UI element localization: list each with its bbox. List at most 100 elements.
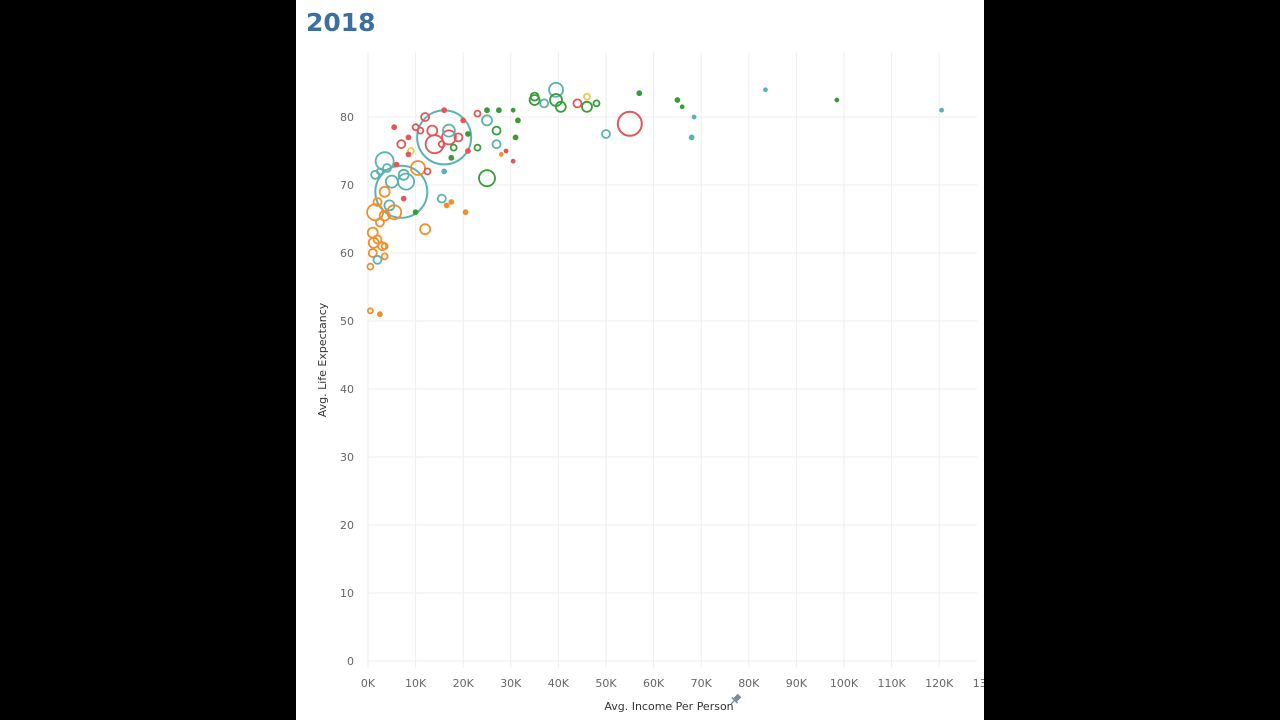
data-point[interactable] xyxy=(419,223,432,236)
data-point[interactable] xyxy=(503,148,509,154)
data-point[interactable] xyxy=(572,98,583,109)
data-point[interactable] xyxy=(393,161,400,168)
x-tick-label: 20K xyxy=(453,677,475,690)
data-point[interactable] xyxy=(367,236,380,249)
data-point[interactable] xyxy=(370,169,381,180)
data-point[interactable] xyxy=(763,87,768,93)
pin-icon[interactable] xyxy=(728,693,742,707)
data-point[interactable] xyxy=(462,209,469,216)
data-point[interactable] xyxy=(528,94,541,106)
data-point[interactable] xyxy=(386,204,403,221)
data-point[interactable] xyxy=(377,311,383,318)
data-point[interactable] xyxy=(423,167,432,176)
data-point[interactable] xyxy=(380,252,389,261)
data-point[interactable] xyxy=(375,217,385,228)
data-point[interactable] xyxy=(495,107,502,114)
data-point[interactable] xyxy=(529,91,540,102)
data-point[interactable] xyxy=(449,143,458,152)
data-point[interactable] xyxy=(424,134,445,155)
data-point[interactable] xyxy=(391,124,398,131)
data-point[interactable] xyxy=(491,125,502,136)
y-tick-label: 0 xyxy=(347,655,354,668)
data-point[interactable] xyxy=(583,92,591,101)
x-axis-ticks: 0K 10K 20K 30K 40K 50K 60K 70K 80K 90K 100K 110K 120… xyxy=(361,677,984,690)
data-point[interactable] xyxy=(377,241,388,252)
data-point[interactable] xyxy=(384,174,399,189)
data-point[interactable] xyxy=(378,209,391,222)
data-point[interactable] xyxy=(460,117,467,124)
x-tick-label: 120K xyxy=(925,677,954,690)
data-point[interactable] xyxy=(442,123,456,138)
data-point[interactable] xyxy=(441,107,448,114)
data-point[interactable] xyxy=(473,109,482,118)
y-tick-label: 60 xyxy=(340,247,354,260)
data-point[interactable] xyxy=(443,202,450,209)
data-point[interactable] xyxy=(441,129,457,146)
data-point[interactable] xyxy=(441,168,448,175)
data-point[interactable] xyxy=(453,132,464,143)
data-point[interactable] xyxy=(691,114,697,120)
data-point[interactable] xyxy=(510,107,516,113)
data-point[interactable] xyxy=(554,100,567,113)
x-tick-label: 60K xyxy=(643,677,665,690)
data-points xyxy=(366,81,944,318)
data-point[interactable] xyxy=(465,131,471,137)
data-point[interactable] xyxy=(436,193,447,204)
data-point[interactable] xyxy=(426,124,439,137)
x-tick-label: 90K xyxy=(786,677,808,690)
data-point[interactable] xyxy=(412,209,419,216)
data-point[interactable] xyxy=(679,104,685,110)
data-point[interactable] xyxy=(397,172,415,191)
data-point[interactable] xyxy=(448,154,455,161)
data-point[interactable] xyxy=(478,169,496,188)
data-point[interactable] xyxy=(548,81,564,98)
data-point[interactable] xyxy=(366,262,375,271)
data-point[interactable] xyxy=(367,248,378,258)
data-point[interactable] xyxy=(448,199,455,205)
data-point[interactable] xyxy=(674,97,681,103)
x-tick-label: 0K xyxy=(361,677,376,690)
data-point[interactable] xyxy=(411,123,420,132)
data-point[interactable] xyxy=(405,134,412,141)
data-point[interactable] xyxy=(374,151,395,172)
data-point[interactable] xyxy=(400,195,407,202)
y-tick-label: 20 xyxy=(340,519,354,532)
y-tick-label: 40 xyxy=(340,383,354,396)
data-point[interactable] xyxy=(372,197,383,207)
data-point[interactable] xyxy=(592,99,601,108)
data-point[interactable] xyxy=(366,203,385,222)
data-point[interactable] xyxy=(372,254,383,265)
data-point[interactable] xyxy=(616,110,643,137)
data-point[interactable] xyxy=(378,185,391,198)
data-point[interactable] xyxy=(420,112,431,122)
data-point[interactable] xyxy=(465,148,471,154)
data-point[interactable] xyxy=(380,242,389,251)
data-point[interactable] xyxy=(437,140,446,149)
gridlines xyxy=(367,52,977,668)
data-point[interactable] xyxy=(410,160,426,176)
data-point[interactable] xyxy=(834,97,840,103)
data-point[interactable] xyxy=(376,167,384,176)
y-axis-label: Avg. Life Expectancy xyxy=(316,302,329,417)
data-point[interactable] xyxy=(601,129,611,139)
data-point[interactable] xyxy=(382,163,392,173)
data-point[interactable] xyxy=(366,307,374,315)
data-point[interactable] xyxy=(510,158,516,164)
data-point[interactable] xyxy=(581,100,593,113)
data-point[interactable] xyxy=(515,117,521,124)
data-point[interactable] xyxy=(688,134,695,141)
data-point[interactable] xyxy=(498,151,504,157)
data-point[interactable] xyxy=(396,139,407,150)
data-point[interactable] xyxy=(405,151,412,158)
data-point[interactable] xyxy=(512,134,519,141)
data-point[interactable] xyxy=(491,139,502,150)
data-point[interactable] xyxy=(473,143,482,152)
data-point[interactable] xyxy=(374,164,429,219)
data-point[interactable] xyxy=(539,98,550,109)
data-point[interactable] xyxy=(481,114,493,127)
chart-panel: 2018 0 10 20 30 40 50 60 70 80 0K 10K 20K 30K 40K 50K… xyxy=(296,0,984,720)
data-point[interactable] xyxy=(636,90,643,97)
data-point[interactable] xyxy=(939,107,944,113)
data-point[interactable] xyxy=(372,234,383,245)
data-point[interactable] xyxy=(484,107,490,114)
